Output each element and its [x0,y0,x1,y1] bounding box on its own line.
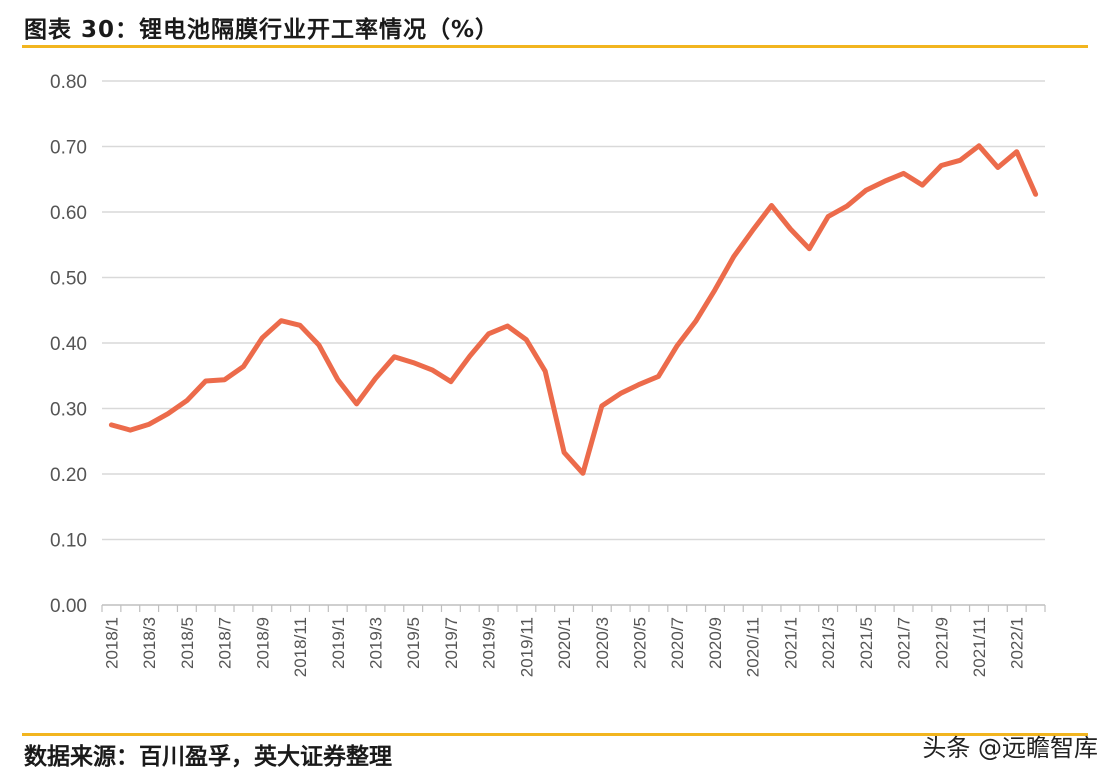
x-tick-label: 2021/9 [932,617,951,669]
data-source-note: 数据来源：百川盈孚，英大证券整理 [24,744,392,770]
y-tick-label: 0.70 [50,138,87,159]
x-tick-label: 2020/11 [744,617,763,677]
x-tick-label: 2021/1 [781,617,800,669]
chart-title: 图表 30：锂电池隔膜行业开工率情况（%） [24,17,500,43]
x-tick-label: 2018/1 [102,617,121,669]
x-tick-label: 2021/3 [819,617,838,669]
x-tick-label: 2018/5 [178,617,197,669]
series-line [108,143,1039,476]
y-tick-label: 0.30 [50,400,87,421]
y-tick-label: 0.60 [50,203,87,224]
y-tick-label: 0.10 [50,531,87,552]
y-tick-label: 0.40 [50,334,87,355]
x-tick-label: 2018/11 [291,617,310,677]
gridlines [102,80,1045,541]
x-tick-label: 2019/5 [404,617,423,669]
x-tick-label: 2019/11 [517,617,536,677]
x-tick-label: 2019/7 [442,617,461,669]
watermark-text: 头条 @远瞻智库 [922,734,1098,762]
y-tick-label: 0.50 [50,269,87,290]
x-tick-label: 2020/5 [631,617,650,669]
x-tick-label: 2019/3 [366,617,385,669]
x-tick-label: 2019/1 [329,617,348,669]
x-tick-label: 2020/7 [668,617,687,669]
x-tick-label: 2020/3 [593,617,612,669]
x-tick-label: 2020/1 [555,617,574,669]
y-tick-label: 0.00 [50,596,87,617]
y-axis-ticks: 0.00 0.10 0.20 0.30 0.40 0.50 0.60 0.70 0.80 [50,72,87,617]
x-tick-label: 2018/7 [216,617,235,669]
line-chart: 0.00 0.10 0.20 0.30 0.40 0.50 0.60 0.70 0.80 201… [50,72,1046,677]
x-axis [101,604,1046,612]
x-tick-label: 2020/9 [706,617,725,669]
x-tick-label: 2021/5 [857,617,876,669]
y-tick-label: 0.20 [50,465,87,486]
x-tick-label: 2018/9 [253,617,272,669]
x-axis-ticks: 2018/1 2018/3 2018/5 2018/7 2018/9 2018/11 201… [102,617,1026,677]
title-underline [22,45,1088,48]
x-tick-label: 2018/3 [140,617,159,669]
x-tick-label: 2022/1 [1008,617,1027,669]
series-layer [108,143,1039,476]
y-tick-label: 0.80 [50,72,87,93]
x-tick-label: 2021/11 [970,617,989,677]
x-tick-label: 2019/9 [480,617,499,669]
x-tick-label: 2021/7 [895,617,914,669]
footer-rule [22,733,1088,736]
